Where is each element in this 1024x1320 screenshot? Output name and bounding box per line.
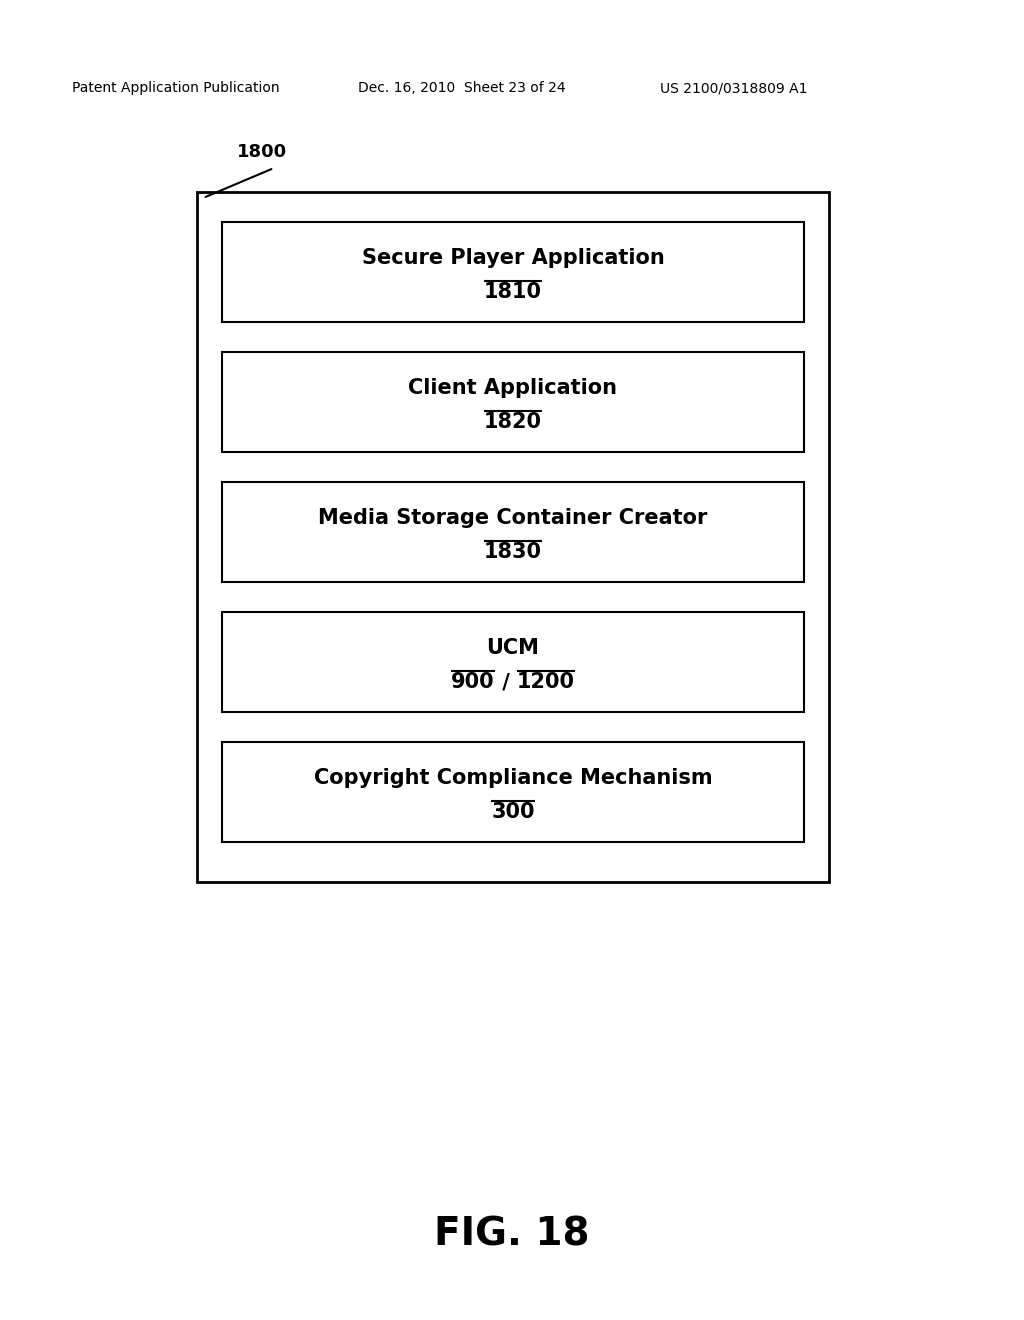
Text: 1830: 1830 xyxy=(484,543,542,562)
Text: UCM: UCM xyxy=(486,638,540,657)
Bar xyxy=(222,352,804,451)
Text: 1810: 1810 xyxy=(484,282,542,302)
Bar xyxy=(222,482,804,582)
Text: US 2100/0318809 A1: US 2100/0318809 A1 xyxy=(660,81,808,95)
Text: 300: 300 xyxy=(492,803,535,822)
Text: Media Storage Container Creator: Media Storage Container Creator xyxy=(318,508,708,528)
Bar xyxy=(222,222,804,322)
Bar xyxy=(222,612,804,711)
Text: 1200: 1200 xyxy=(517,672,574,692)
Text: 1820: 1820 xyxy=(484,412,542,432)
Text: Copyright Compliance Mechanism: Copyright Compliance Mechanism xyxy=(313,768,713,788)
Text: 900: 900 xyxy=(452,672,495,692)
Text: Secure Player Application: Secure Player Application xyxy=(361,248,665,268)
Bar xyxy=(222,742,804,842)
Text: Client Application: Client Application xyxy=(409,378,617,399)
Bar xyxy=(197,191,829,882)
Text: FIG. 18: FIG. 18 xyxy=(434,1216,590,1254)
Text: 1800: 1800 xyxy=(237,143,287,161)
Text: Dec. 16, 2010  Sheet 23 of 24: Dec. 16, 2010 Sheet 23 of 24 xyxy=(358,81,565,95)
Text: Patent Application Publication: Patent Application Publication xyxy=(72,81,280,95)
Text: /: / xyxy=(495,672,517,692)
